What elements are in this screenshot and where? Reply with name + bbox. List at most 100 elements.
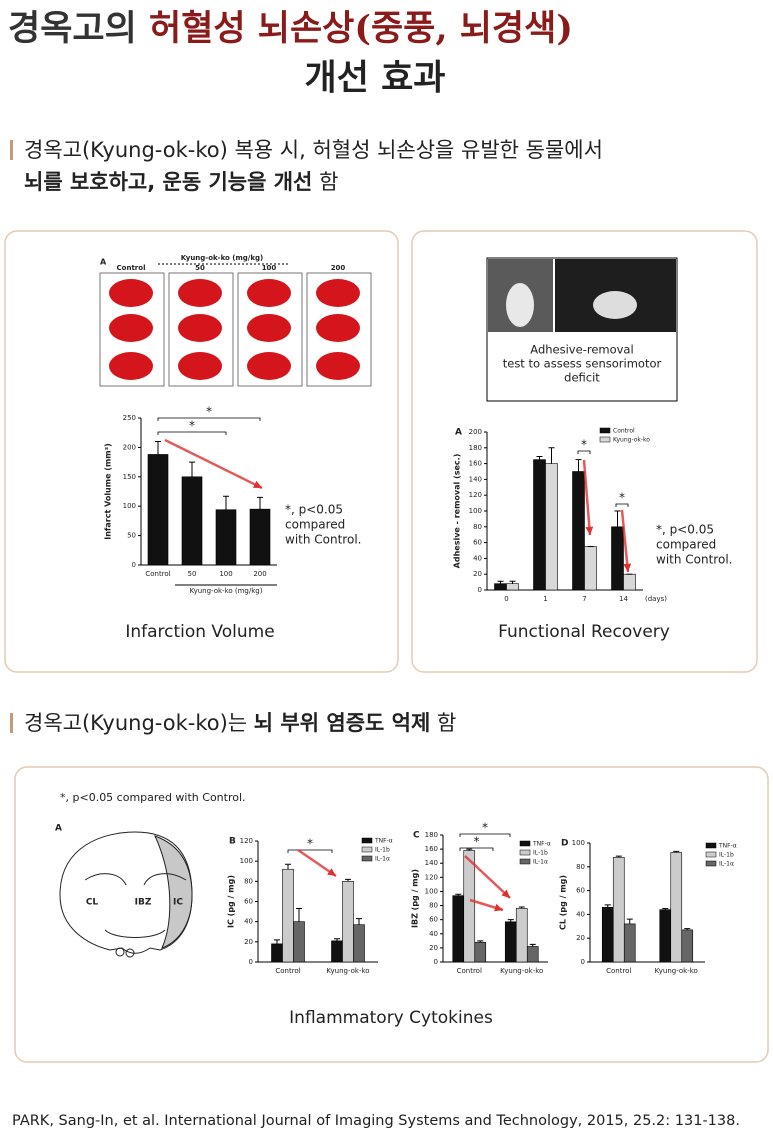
brain-slice — [247, 314, 291, 342]
legend-swatch — [519, 840, 531, 847]
x-tick-label: Control — [606, 967, 631, 975]
y-tick-label: 180 — [469, 444, 482, 452]
legend-swatch — [599, 427, 611, 434]
panel-label: A — [55, 824, 62, 834]
y-tick-label: 200 — [469, 428, 482, 436]
legend-label: TNF-α — [374, 838, 393, 845]
legend-swatch — [519, 849, 531, 856]
region-label: IBZ — [135, 898, 152, 908]
error-bar — [509, 580, 516, 584]
bar — [215, 509, 237, 566]
title-b: 허혈성 뇌손상(중풍, 뇌경색) — [149, 8, 573, 49]
bar — [533, 459, 546, 591]
error-bar — [626, 918, 633, 924]
y-tick-label: 60 — [429, 916, 438, 924]
bar — [504, 921, 517, 963]
y-tick-label: 150 — [123, 473, 136, 481]
error-bar — [548, 447, 555, 464]
section-marker — [10, 713, 13, 733]
legend-label: IL-1α — [375, 856, 390, 863]
sig-bracket — [459, 847, 494, 851]
note: with Control. — [656, 553, 732, 567]
y-tick-label: 60 — [576, 887, 585, 895]
column-label: 200 — [331, 264, 346, 272]
y-axis-label: Infarct Volume (mm³) — [104, 443, 113, 540]
bar — [659, 909, 672, 963]
bar — [452, 895, 465, 963]
panel-label: A — [455, 428, 462, 438]
bar — [463, 850, 476, 963]
bar — [474, 941, 487, 963]
brain-slice — [109, 279, 153, 307]
error-bar — [189, 461, 195, 477]
brain-slice — [247, 279, 291, 307]
legend-label: IL-1α — [719, 861, 734, 868]
error-bar — [285, 863, 291, 870]
sig-star: * — [307, 837, 313, 851]
y-tick-label: 200 — [123, 443, 136, 451]
y-tick-label: 120 — [469, 491, 482, 499]
error-bar — [529, 943, 536, 947]
error-bar — [615, 855, 622, 858]
y-tick-label: 0 — [132, 561, 136, 569]
panel-box — [4, 230, 399, 673]
bar — [611, 526, 624, 591]
column-label: Control — [117, 264, 146, 272]
panel-label: D — [561, 839, 568, 849]
bar — [353, 924, 365, 963]
bar — [506, 583, 519, 591]
y-tick-label: 20 — [244, 938, 253, 946]
arrow — [464, 855, 511, 899]
error-bar — [356, 918, 362, 925]
x-tick-label: Kyung-ok-ko — [326, 967, 369, 975]
y-tick-label: 100 — [469, 507, 482, 515]
brain-detail — [115, 947, 125, 957]
panel-label: B — [229, 837, 236, 847]
error-bar — [455, 893, 462, 896]
y-tick-label: 100 — [240, 857, 253, 865]
brain-slice — [109, 352, 153, 380]
x-tick-label: Kyung-ok-ko — [655, 967, 698, 975]
bar — [331, 940, 343, 963]
y-tick-label: 0 — [581, 958, 585, 966]
bar — [623, 923, 636, 963]
section-marker — [10, 140, 13, 160]
y-tick-label: 50 — [127, 532, 136, 540]
section1-text: 경옥고(Kyung-ok-ko) 복용 시, 허혈성 뇌손상을 유발한 동물에서 — [24, 138, 603, 162]
y-tick-label: 100 — [572, 839, 585, 847]
arrow-head — [623, 563, 632, 572]
y-tick-label: 60 — [244, 898, 253, 906]
y-tick-label: 20 — [473, 570, 482, 578]
y-axis-label: CL (pg / mg) — [559, 875, 568, 930]
legend-swatch — [705, 860, 717, 867]
note: *, p<0.05 compared with Control. — [60, 791, 246, 804]
sig-bracket — [459, 833, 511, 837]
legend-swatch — [599, 436, 611, 443]
y-tick-label: 20 — [429, 944, 438, 952]
bar — [282, 868, 294, 963]
bar — [293, 921, 305, 963]
brain-slice — [178, 279, 222, 307]
y-tick-label: 140 — [469, 475, 482, 483]
bar — [249, 508, 271, 566]
error-bar — [497, 580, 504, 584]
title-line2: 개선 효과 — [305, 58, 446, 99]
caption: Inflammatory Cytokines — [289, 1008, 493, 1028]
section2-tail: 함 — [437, 711, 456, 735]
panel-box — [14, 766, 769, 1063]
y-tick-label: 80 — [473, 523, 482, 531]
sig-star: * — [474, 835, 480, 849]
x-tick-label: 1 — [543, 595, 547, 603]
error-bar — [334, 938, 340, 941]
brain-slice — [178, 314, 222, 342]
error-bar — [536, 455, 543, 460]
legend-label: TNF-α — [532, 841, 551, 848]
x-tick-label: Control — [145, 570, 170, 578]
arrow — [582, 459, 592, 536]
title-line1: 경옥고의 허혈성 뇌손상(중풍, 뇌경색) — [8, 8, 573, 50]
error-bar — [604, 904, 611, 908]
y-tick-label: 100 — [123, 502, 136, 510]
reference: PARK, Sang-In, et al. International Jour… — [12, 1113, 740, 1129]
caption: Functional Recovery — [498, 622, 670, 642]
